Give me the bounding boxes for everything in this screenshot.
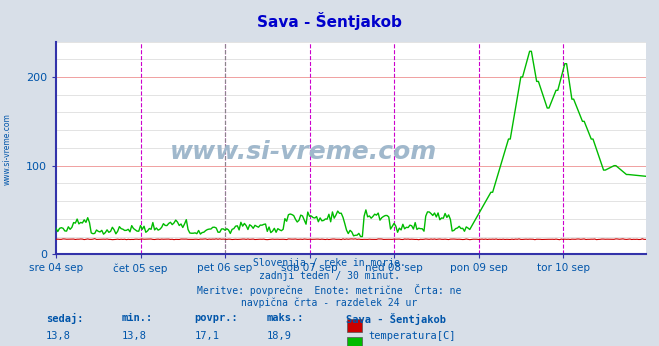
Text: 13,8: 13,8: [122, 331, 147, 341]
Text: 13,8: 13,8: [46, 331, 71, 341]
Text: www.si-vreme.com: www.si-vreme.com: [3, 113, 12, 185]
Text: www.si-vreme.com: www.si-vreme.com: [170, 140, 438, 164]
Text: Meritve: povprečne  Enote: metrične  Črta: ne: Meritve: povprečne Enote: metrične Črta:…: [197, 284, 462, 296]
Text: navpična črta - razdelek 24 ur: navpična črta - razdelek 24 ur: [241, 297, 418, 308]
Text: 17,1: 17,1: [194, 331, 219, 341]
Text: povpr.:: povpr.:: [194, 313, 238, 323]
Text: Sava - Šentjakob: Sava - Šentjakob: [346, 313, 446, 325]
Text: Sava - Šentjakob: Sava - Šentjakob: [257, 12, 402, 30]
Text: zadnji teden / 30 minut.: zadnji teden / 30 minut.: [259, 271, 400, 281]
Text: Slovenija / reke in morje.: Slovenija / reke in morje.: [253, 258, 406, 268]
Text: min.:: min.:: [122, 313, 153, 323]
Text: temperatura[C]: temperatura[C]: [368, 331, 456, 341]
Text: sedaj:: sedaj:: [46, 313, 84, 324]
Text: maks.:: maks.:: [267, 313, 304, 323]
Text: 18,9: 18,9: [267, 331, 292, 341]
